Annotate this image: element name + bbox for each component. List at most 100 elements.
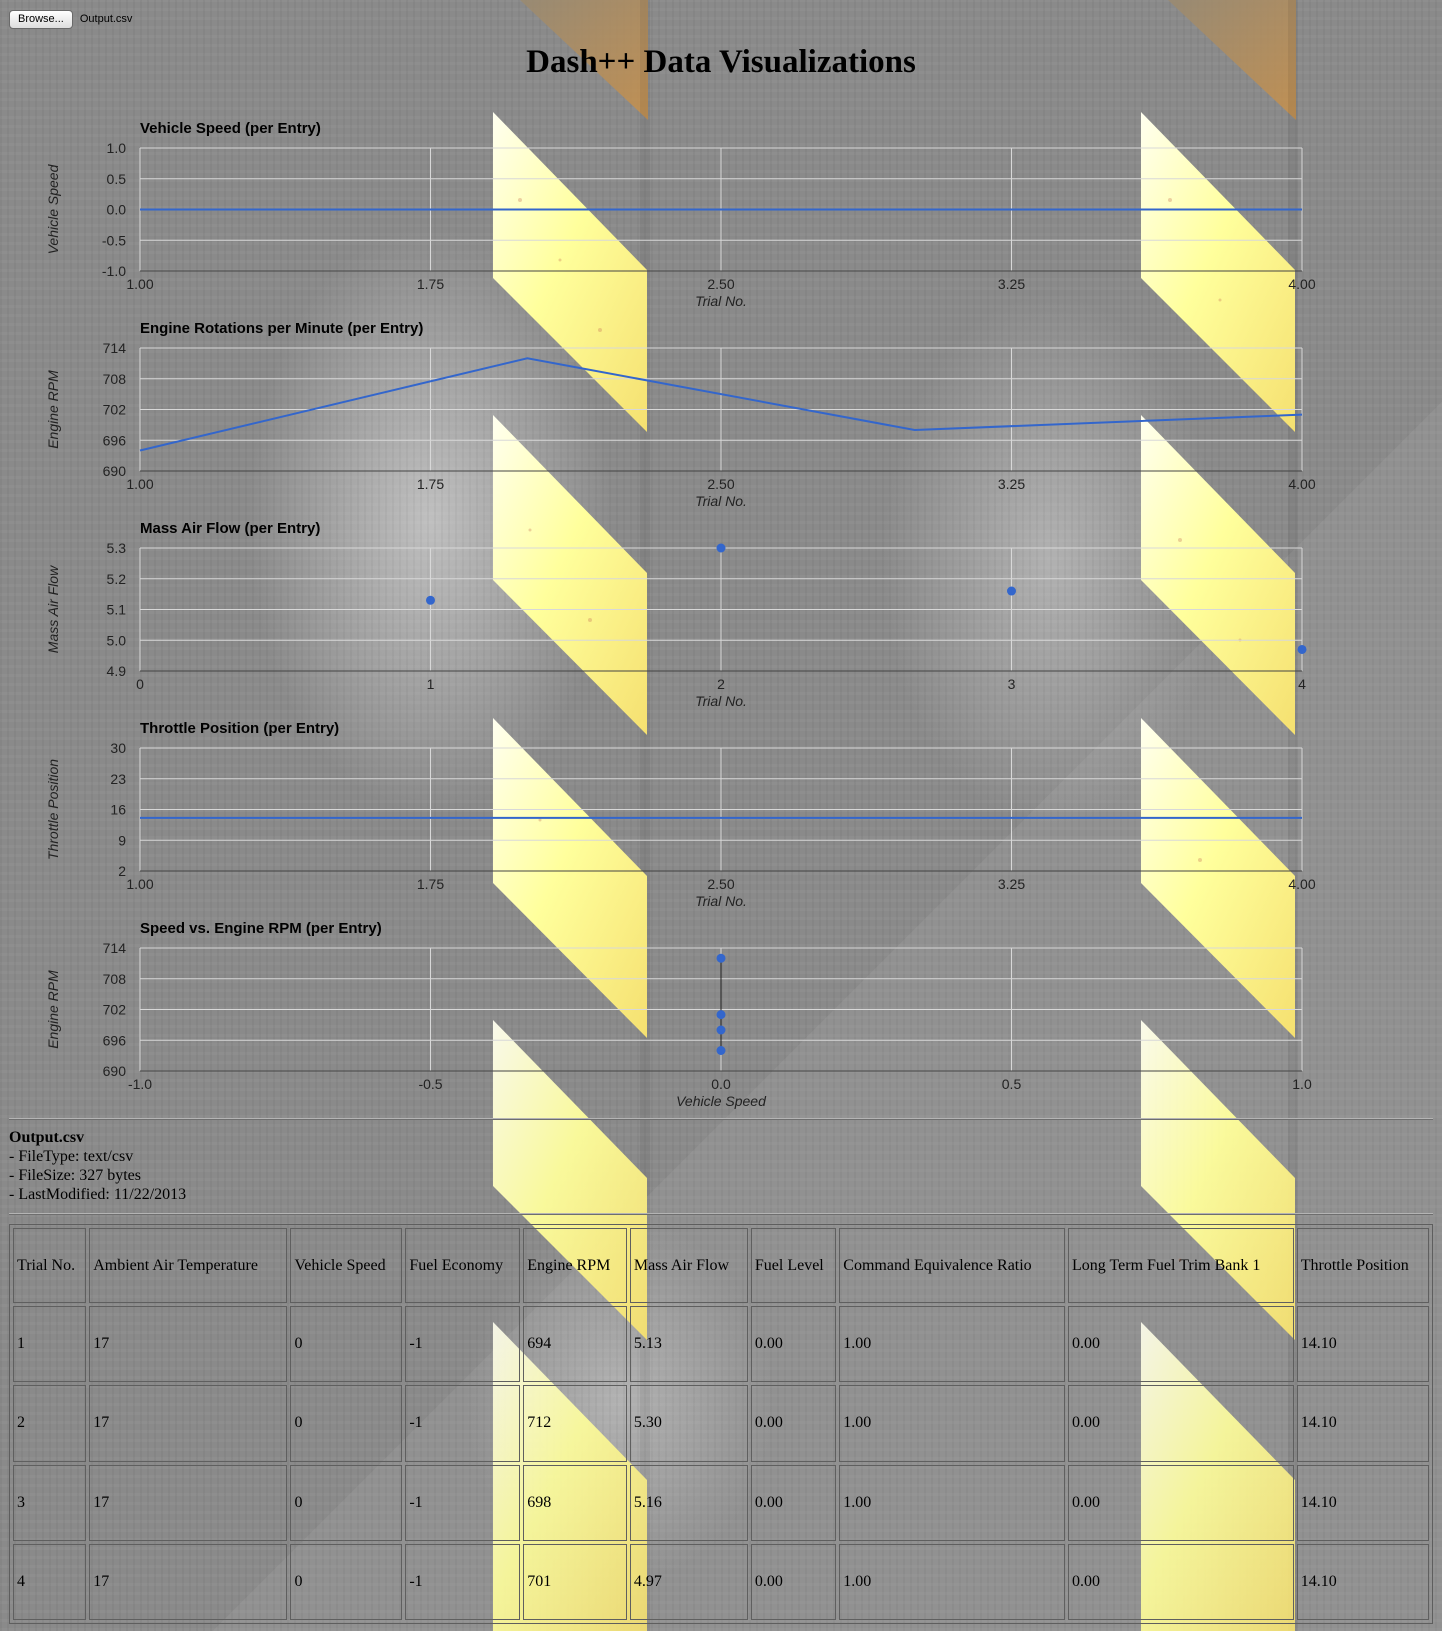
table-cell: 17 [89,1464,288,1541]
y-tick-label: 696 [103,432,127,448]
y-tick-label: 714 [103,940,127,956]
table-cell: 4.97 [629,1543,748,1620]
column-header: Fuel Economy [405,1228,521,1303]
x-tick-label: 2 [717,676,725,692]
table-row: 3 17 0 -1 698 5.16 0.00 1.00 0.00 14.10 [13,1464,1429,1541]
table-cell: 712 [523,1385,627,1462]
table-cell: 14.10 [1296,1464,1429,1541]
table-cell: 5.30 [629,1385,748,1462]
x-tick-label: 4.00 [1288,476,1315,492]
x-axis-label: Trial No. [695,893,747,909]
table-cell: -1 [405,1543,521,1620]
y-tick-label: 696 [103,1032,127,1048]
column-header: Ambient Air Temperature [89,1228,288,1303]
x-tick-label: 4.00 [1288,276,1315,292]
series-line [139,357,1303,452]
table-cell: 14.10 [1296,1385,1429,1462]
x-axis-label: Trial No. [695,693,747,709]
table-cell: 698 [523,1464,627,1541]
table-cell: 5.16 [629,1464,748,1541]
y-tick-label: 708 [103,971,127,987]
y-tick-label: -1.0 [102,263,126,279]
x-tick-label: 3.25 [998,476,1025,492]
data-point [1297,644,1307,654]
x-tick-label: 4 [1298,676,1306,692]
data-point [716,1025,726,1035]
table-cell: 0 [290,1464,403,1541]
table-cell: 0.00 [750,1543,837,1620]
table-cell: 0.00 [1068,1306,1294,1383]
data-point [716,1010,726,1020]
table-cell: 17 [89,1543,288,1620]
y-tick-label: 23 [110,771,126,787]
table-cell: 0 [290,1306,403,1383]
y-tick-label: 708 [103,371,127,387]
table-cell: 17 [89,1306,288,1383]
data-point [716,1046,726,1055]
chart-5: 714 708 702 696 690-1.0 -0.5 0.0 0.5 1.0 Vehicle … [45,940,1312,1109]
chart-title-throttle-position: Throttle Position (per Entry) [140,720,340,737]
y-axis-label: Vehicle Speed [45,163,61,254]
table-cell: 0.00 [1068,1543,1294,1620]
y-tick-label: 16 [110,802,126,818]
x-tick-label: 2.50 [707,476,734,492]
y-tick-label: 702 [103,1002,127,1018]
x-tick-label: 0.0 [711,1076,731,1092]
x-tick-label: 3.25 [998,276,1025,292]
table-cell: 0.00 [1068,1464,1294,1541]
file-info-size: - FileSize: 327 bytes [9,1167,141,1184]
table-cell: 0 [290,1543,403,1620]
chart-title-engine-rpm: Engine Rotations per Minute (per Entry) [140,320,424,337]
y-tick-label: 5.2 [107,571,127,587]
x-axis-label: Vehicle Speed [676,1093,767,1109]
table-cell: -1 [405,1385,521,1462]
x-tick-label: -0.5 [418,1076,442,1092]
y-tick-label: 5.0 [107,632,127,648]
table-cell: 1.00 [839,1464,1066,1541]
x-tick-label: 1.75 [417,876,444,892]
browse-button[interactable]: Browse... [9,9,73,29]
y-tick-label: 5.1 [107,602,127,618]
table-cell: 1 [13,1306,87,1383]
y-tick-label: 0.0 [107,202,127,218]
table-cell: 14.10 [1296,1543,1429,1620]
y-axis-label: Throttle Position [45,759,61,860]
data-point [426,595,435,605]
charts-area: 1.0 0.5 0.0 -0.5 -1.0 1.00 1.75 2.50 3.25 4.00 Tri… [45,140,1316,1109]
file-info: Output.csv - FileType: text/csv - FileSi… [9,1128,186,1204]
divider [9,1118,1433,1120]
divider [9,1213,1433,1215]
x-axis-label: Trial No. [695,493,747,509]
y-tick-label: 4.9 [107,663,127,679]
column-header: Long Term Fuel Trim Bank 1 [1068,1228,1294,1303]
table-cell: 694 [523,1306,627,1383]
table-cell: 0.00 [750,1306,837,1383]
x-tick-label: 0 [136,676,144,692]
column-header: Command Equivalence Ratio [839,1228,1066,1303]
data-point [716,543,726,553]
y-axis-label: Engine RPM [45,370,61,449]
y-tick-label: 5.3 [107,540,127,556]
x-tick-label: 1.0 [1292,1076,1312,1092]
column-header: Mass Air Flow [629,1228,748,1303]
x-tick-label: 3 [1008,676,1016,692]
table-cell: 4 [13,1543,87,1620]
x-tick-label: 2.50 [707,876,734,892]
file-info-type: - FileType: text/csv [9,1148,134,1165]
x-tick-label: 3.25 [998,876,1025,892]
table-cell: -1 [405,1464,521,1541]
x-tick-label: 1.00 [126,476,153,492]
table-cell: 14.10 [1296,1306,1429,1383]
table-cell: 17 [89,1385,288,1462]
table-cell: 1.00 [839,1543,1066,1620]
y-axis-label: Mass Air Flow [45,565,61,653]
table-cell: 0 [290,1385,403,1462]
table-cell: -1 [405,1306,521,1383]
file-info-modified: - LastModified: 11/22/2013 [9,1186,187,1203]
y-tick-label: 0.5 [107,171,127,187]
chart-1: 1.0 0.5 0.0 -0.5 -1.01.00 1.75 2.50 3.25 4.00 Tri… [45,140,1316,309]
chart-3: 5.3 5.2 5.1 5.0 4.9 0 1 2 3 4 Trial No. Mass Air Fl… [45,540,1307,709]
x-axis-label: Trial No. [695,293,747,309]
x-tick-label: 1.00 [126,876,153,892]
